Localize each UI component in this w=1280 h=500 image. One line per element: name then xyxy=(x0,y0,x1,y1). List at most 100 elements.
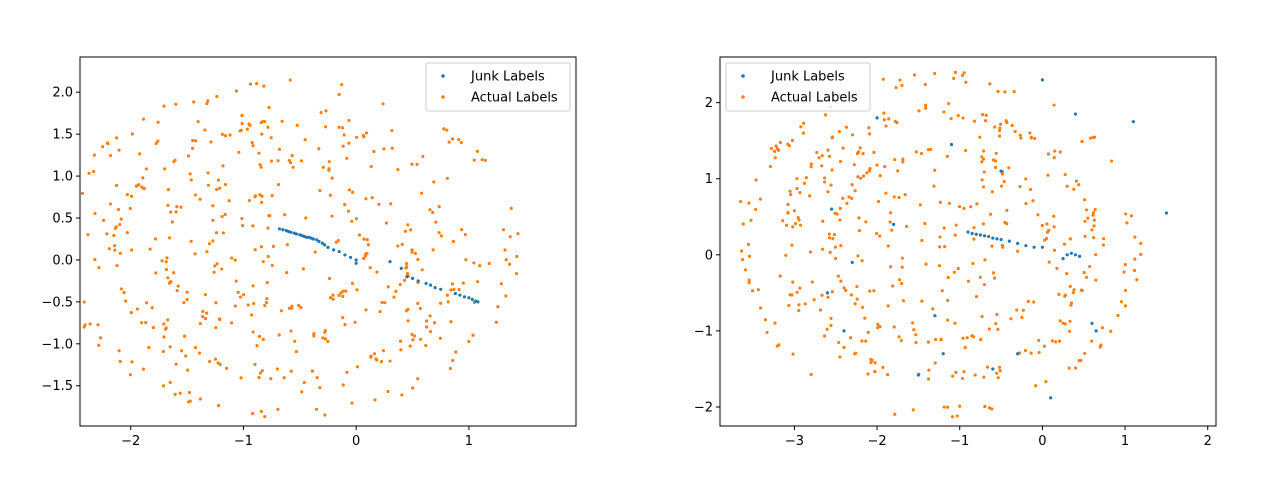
actual-label-point xyxy=(924,106,928,110)
actual-label-point xyxy=(501,228,506,232)
actual-label-point xyxy=(1057,292,1061,296)
actual-label-point xyxy=(956,267,960,271)
actual-label-point xyxy=(382,147,386,151)
actual-label-point xyxy=(258,163,262,167)
actual-label-point xyxy=(238,295,243,299)
actual-label-point xyxy=(239,376,243,380)
actual-label-point xyxy=(1054,340,1058,344)
actual-label-point xyxy=(380,300,384,305)
actual-label-point xyxy=(886,244,890,248)
actual-label-point xyxy=(830,290,834,294)
actual-label-point xyxy=(461,281,465,285)
actual-label-point xyxy=(289,369,293,373)
actual-label-point xyxy=(1088,264,1092,269)
actual-label-point xyxy=(390,146,394,150)
actual-label-point xyxy=(400,242,404,247)
actual-label-point xyxy=(449,320,453,324)
actual-label-point xyxy=(240,113,244,118)
actual-label-point xyxy=(946,298,950,303)
actual-label-point xyxy=(279,309,283,313)
actual-label-point xyxy=(975,202,979,206)
actual-label-point xyxy=(932,184,936,188)
actual-label-point xyxy=(1071,291,1075,295)
actual-label-point xyxy=(239,128,243,132)
actual-label-point xyxy=(198,322,202,326)
junk-label-point xyxy=(825,291,830,295)
actual-label-point xyxy=(912,328,916,332)
actual-label-point xyxy=(451,358,455,363)
actual-label-point xyxy=(270,194,274,198)
actual-label-point xyxy=(330,176,334,180)
actual-label-point xyxy=(981,157,986,161)
actual-label-point xyxy=(263,303,267,308)
actual-label-point xyxy=(1092,236,1096,240)
junk-label-point xyxy=(467,296,471,300)
junk-label-point xyxy=(1069,251,1073,255)
actual-label-point xyxy=(410,162,414,166)
actual-label-point xyxy=(1092,135,1097,139)
junk-label-point xyxy=(323,243,327,247)
actual-label-point xyxy=(852,163,856,167)
actual-label-point xyxy=(207,242,212,246)
actual-label-point xyxy=(323,328,327,333)
actual-label-point xyxy=(416,301,420,305)
actual-label-point xyxy=(1065,184,1069,188)
actual-label-point xyxy=(1072,288,1076,292)
actual-label-point xyxy=(92,169,96,174)
actual-label-point xyxy=(499,282,503,286)
actual-label-point xyxy=(164,267,168,272)
actual-label-point xyxy=(1029,136,1033,140)
actual-label-point xyxy=(144,301,149,305)
actual-label-point xyxy=(933,71,937,76)
actual-label-point xyxy=(821,219,825,223)
legend: Junk Labels Actual Labels xyxy=(425,62,571,112)
actual-label-point xyxy=(855,297,859,301)
actual-label-point xyxy=(327,160,331,164)
actual-label-point xyxy=(412,334,417,338)
actual-label-point xyxy=(844,125,849,129)
actual-label-point xyxy=(452,287,456,292)
junk-label-point xyxy=(1040,78,1044,82)
legend-junk-label: Junk Labels xyxy=(770,70,845,85)
actual-label-point xyxy=(337,125,341,129)
actual-label-point xyxy=(206,171,210,175)
actual-label-point xyxy=(810,280,814,284)
junk-label-point xyxy=(332,248,336,252)
actual-label-point xyxy=(240,216,244,221)
actual-label-point xyxy=(1092,218,1096,222)
actual-label-point xyxy=(953,233,957,237)
actual-label-point xyxy=(516,231,520,236)
actual-label-point xyxy=(504,294,508,298)
actual-label-point xyxy=(174,102,178,106)
actual-label-point xyxy=(1044,236,1049,241)
actual-label-point xyxy=(201,309,205,313)
actual-label-point xyxy=(740,258,745,262)
actual-label-point xyxy=(263,414,267,419)
actual-label-point xyxy=(303,138,307,142)
actual-label-point xyxy=(914,340,918,345)
actual-label-point xyxy=(845,201,849,206)
actual-label-point xyxy=(938,200,942,204)
actual-label-point xyxy=(989,212,993,216)
actual-label-point xyxy=(93,257,97,262)
actual-label-point xyxy=(1077,183,1081,187)
actual-label-point xyxy=(97,266,101,270)
actual-label-point xyxy=(241,224,245,228)
actual-label-point xyxy=(317,147,321,151)
actual-label-point xyxy=(402,278,407,282)
actual-label-point xyxy=(253,194,258,198)
actual-label-point xyxy=(175,205,179,209)
actual-label-point xyxy=(740,249,744,253)
actual-label-point xyxy=(411,386,415,390)
junk-label-point xyxy=(974,232,978,236)
junk-label-point xyxy=(1032,245,1036,249)
actual-label-point xyxy=(949,117,953,121)
junk-label-point xyxy=(1131,120,1135,124)
actual-label-point xyxy=(386,389,390,394)
actual-label-point xyxy=(406,223,410,227)
actual-label-point xyxy=(154,271,158,275)
actual-label-point xyxy=(856,254,860,258)
actual-label-point xyxy=(341,383,345,387)
actual-label-point xyxy=(799,223,803,227)
actual-label-point xyxy=(995,312,999,317)
